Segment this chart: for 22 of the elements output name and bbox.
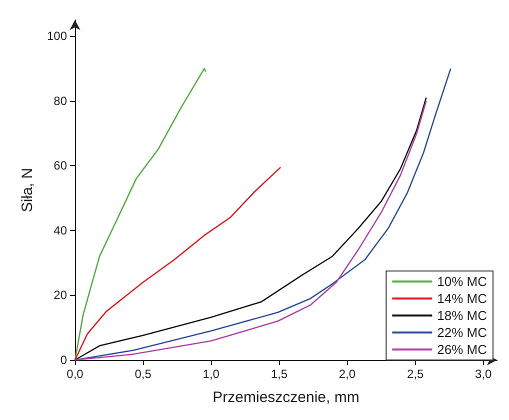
- x-tick-label: 1,5: [270, 367, 288, 381]
- line-series: [74, 166, 282, 361]
- y-tick-label: 100: [46, 29, 68, 44]
- legend-label: 14% MC: [437, 291, 488, 306]
- y-axis-title: Siła, N: [19, 168, 36, 212]
- y-tick-label: 80: [54, 94, 68, 108]
- x-tick-label: 2,5: [406, 367, 424, 381]
- x-tick-label: 2,0: [338, 367, 356, 381]
- legend-label: 26% MC: [437, 342, 488, 357]
- x-tick-label: 0,0: [66, 367, 84, 381]
- legend-label: 10% MC: [437, 274, 488, 289]
- y-tick-label: 40: [54, 223, 68, 238]
- y-tick-label: 60: [54, 158, 68, 173]
- x-tick-label: 3,0: [475, 367, 492, 381]
- legend-label: 22% MC: [437, 325, 488, 340]
- line-series: [74, 68, 206, 361]
- x-tick-label: 1,0: [202, 367, 220, 381]
- x-axis-title: Przemieszczenie, mm: [212, 389, 360, 406]
- x-tick-label: 0,5: [134, 367, 152, 381]
- y-tick-label: 0: [60, 353, 68, 367]
- y-tick-label: 20: [54, 288, 68, 302]
- legend-label: 18% MC: [437, 308, 488, 323]
